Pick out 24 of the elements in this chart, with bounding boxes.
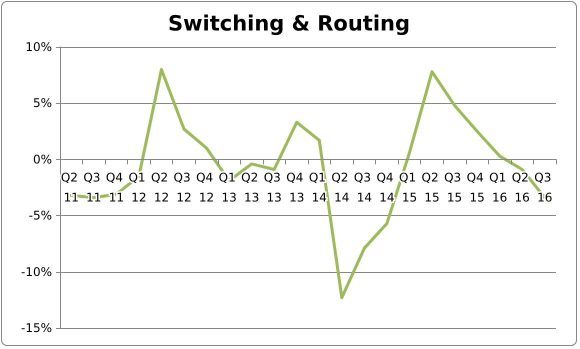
x-tick-label: Q3 15 <box>444 170 465 204</box>
x-tick-label: Q2 12 <box>151 170 172 204</box>
x-tick-label: Q1 16 <box>489 170 510 204</box>
x-tick-label: Q3 12 <box>174 170 194 204</box>
x-tick-label: Q3 13 <box>264 170 285 204</box>
x-tick-label: Q4 14 <box>376 170 398 204</box>
y-tick-label: 5% <box>32 96 52 110</box>
y-tick-label: -5% <box>28 208 52 223</box>
x-tick-label: Q2 15 <box>422 170 442 204</box>
x-tick-label: Q2 13 <box>241 170 262 204</box>
x-tick-label: Q4 11 <box>106 170 127 204</box>
y-tick-label: 0% <box>32 152 52 166</box>
y-tick-label: 10% <box>25 40 52 54</box>
x-tick-label: Q3 14 <box>354 170 375 204</box>
chart-title: Switching & Routing <box>168 12 410 36</box>
x-tick-label: Q2 16 <box>512 170 533 204</box>
x-tick-label: Q4 13 <box>286 170 308 204</box>
x-tick-label: Q4 12 <box>196 170 217 204</box>
y-tick-label: -15% <box>20 321 52 335</box>
x-tick-label: Q3 16 <box>534 170 556 204</box>
x-tick-label: Q2 14 <box>331 170 352 204</box>
x-tick-label: Q3 11 <box>83 170 104 204</box>
x-tick-label: Q4 15 <box>466 170 488 204</box>
y-tick-label: -10% <box>20 264 52 279</box>
